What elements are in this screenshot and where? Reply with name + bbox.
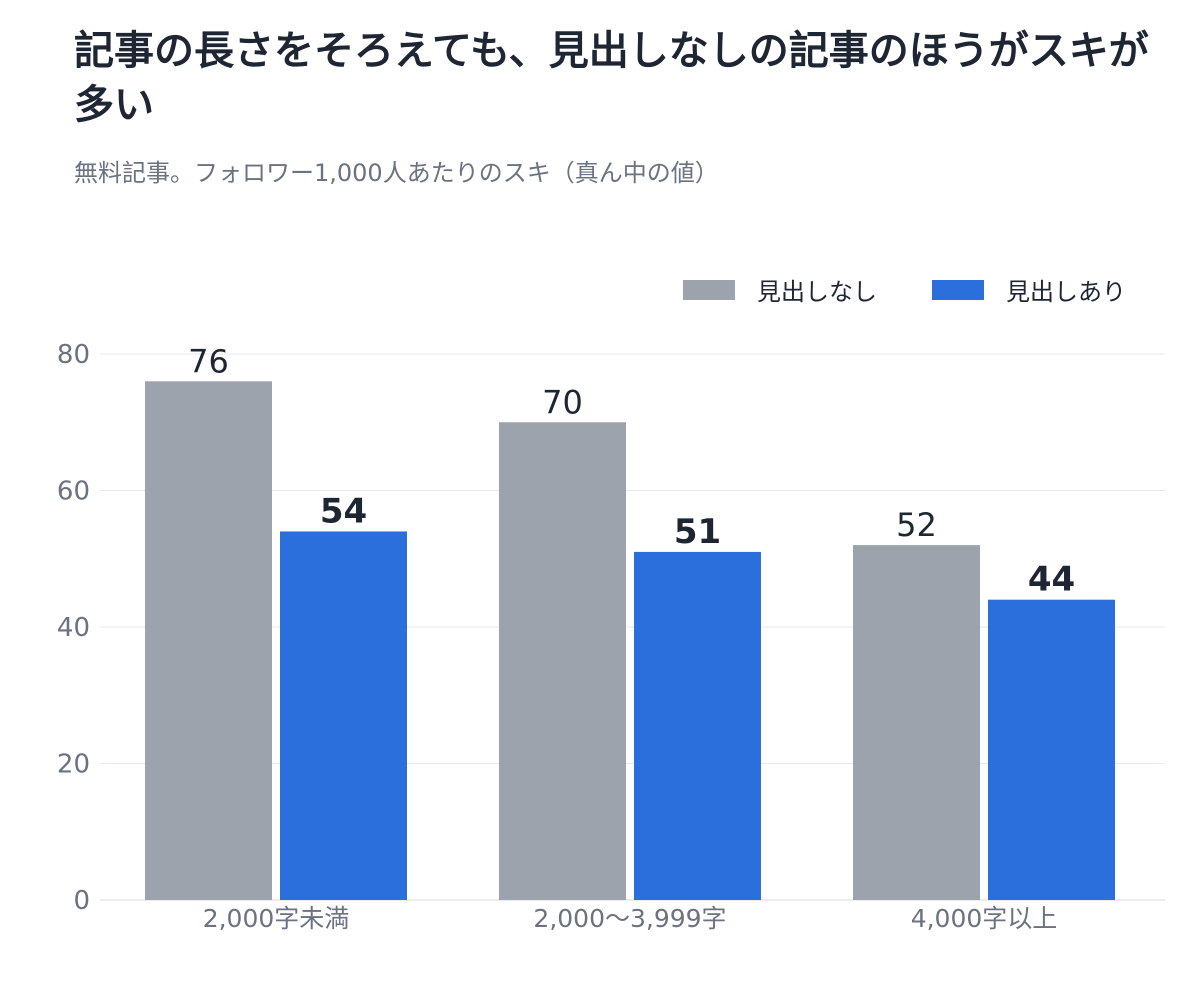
x-category-label: 2,000字未満 [203, 904, 350, 933]
y-tick-label: 40 [57, 613, 90, 643]
bar [853, 545, 980, 900]
bar [280, 531, 407, 900]
legend-swatch-no-heading [683, 279, 735, 300]
y-tick-label: 20 [57, 750, 90, 780]
legend-label-no-heading: 見出しなし [757, 278, 877, 306]
data-label: 76 [188, 342, 229, 380]
bar [145, 381, 272, 900]
legend-swatch-with-heading [932, 279, 984, 300]
chart-title: 記事の長さをそろえても、見出しなしの記事のほうがスキが多い [74, 28, 1149, 128]
data-label: 70 [542, 383, 583, 421]
bar [634, 551, 761, 900]
chart-subtitle: 無料記事。フォロワー1,000人あたりのスキ（真ん中の値） [74, 159, 719, 187]
y-tick-label: 0 [73, 886, 90, 916]
legend-item-with-heading: 見出しあり [932, 272, 1126, 307]
legend-item-no-heading: 見出しなし [683, 272, 877, 307]
x-category-label: 2,000〜3,999字 [533, 904, 726, 933]
legend-label-with-heading: 見出しあり [1006, 278, 1126, 306]
data-label: 54 [320, 491, 367, 531]
legend: 見出しなし 見出しあり [683, 272, 1126, 307]
bar [988, 599, 1115, 900]
bar [499, 422, 626, 900]
y-tick-label: 80 [57, 340, 90, 370]
y-tick-label: 60 [57, 477, 90, 507]
x-category-label: 4,000字以上 [911, 904, 1058, 933]
data-label: 52 [896, 506, 937, 544]
data-label: 44 [1028, 560, 1075, 600]
data-label: 51 [674, 512, 721, 552]
